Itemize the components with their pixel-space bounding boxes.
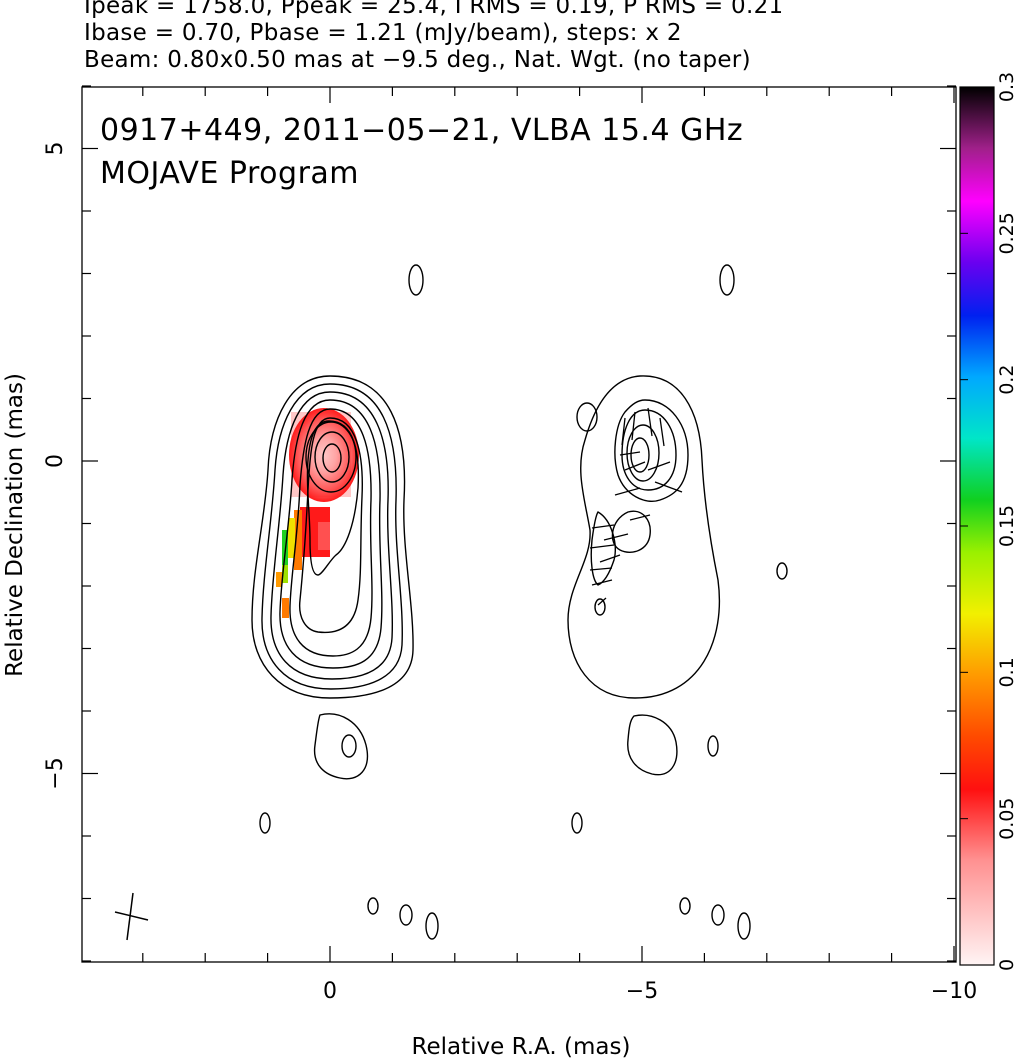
jet-patch-orange-3 <box>282 598 289 618</box>
x-axis-title: Relative R.A. (mas) <box>412 1034 631 1060</box>
contour-blob-south-inner <box>341 734 357 758</box>
contour-blob-s3 <box>425 912 439 940</box>
y-tick-label: 0 <box>43 454 68 468</box>
chart-subtitle: MOJAVE Program <box>100 156 359 191</box>
axis-tick-labels: 0 −5 −10 5 0 −5 <box>43 142 977 1005</box>
y-tick-label: −5 <box>43 757 68 789</box>
colorbar: 0 0.05 0.1 0.15 0.2 0.25 0.3 <box>959 72 1018 971</box>
contour-10 <box>322 443 342 473</box>
chart-title: 0917+449, 2011−05−21, VLBA 15.4 GHz <box>100 113 743 148</box>
colorbar-tick-label: 0.05 <box>996 798 1018 840</box>
pol-blob-north <box>719 264 735 296</box>
x-tick-label: −10 <box>931 979 977 1004</box>
header-line-2: Ibase = 0.70, Pbase = 1.21 (mJy/beam), s… <box>84 20 682 46</box>
y-axis-title: Relative Declination (mas) <box>2 373 28 677</box>
pol-contour-7 <box>590 511 616 586</box>
pol-blob-sw <box>594 598 606 616</box>
contour-7 <box>306 420 360 576</box>
x-tick-label: −5 <box>626 979 658 1004</box>
pol-blob-south <box>627 714 678 776</box>
axis-ticks <box>82 85 956 962</box>
pol-blob-east <box>776 562 788 580</box>
pol-blob-s2 <box>711 904 725 926</box>
colorbar-tick-label: 0.2 <box>996 365 1018 395</box>
contour-blob-south <box>313 713 369 780</box>
pol-blob-south-small <box>707 735 719 757</box>
colorbar-tick-label: 0.25 <box>996 212 1018 254</box>
jet-patch-lime <box>282 565 288 583</box>
jet-patch-red-2 <box>318 522 330 550</box>
contour-5 <box>289 408 373 657</box>
header-line-1: Ipeak = 1758.0, Ppeak = 25.4, I RMS = 0.… <box>84 0 784 19</box>
contour-blob-north <box>408 264 424 296</box>
pol-contour-4 <box>626 424 660 482</box>
pol-contour-6 <box>611 510 651 553</box>
total-intensity-contours <box>251 264 439 940</box>
colorbar-tick-label: 0.15 <box>996 505 1018 547</box>
contour-3 <box>270 391 394 680</box>
contour-4 <box>279 399 383 669</box>
jet-patch-yellow <box>288 518 295 558</box>
colorbar-tick-label: 0.3 <box>996 72 1018 102</box>
colorbar-tick-labels: 0 0.05 0.1 0.15 0.2 0.25 0.3 <box>960 72 1018 971</box>
x-tick-label: 0 <box>323 979 337 1004</box>
pol-blob-s1 <box>679 897 691 915</box>
contour-blob-sw <box>259 812 271 834</box>
colorbar-tick-label: 0 <box>996 959 1018 971</box>
pol-blob-s3 <box>737 912 751 940</box>
header-line-3: Beam: 0.80x0.50 mas at −9.5 deg., Nat. W… <box>84 47 751 73</box>
evpa-vectors <box>589 407 683 606</box>
pol-blob-sw2 <box>571 812 583 834</box>
plot-frame <box>81 86 957 963</box>
pol-contour-outer <box>567 375 721 699</box>
contour-8 <box>305 421 357 493</box>
jet-patch-orange <box>294 510 302 570</box>
contour-outer <box>251 375 414 699</box>
pol-contour-5 <box>630 437 650 473</box>
contour-blob-s2 <box>399 904 413 926</box>
y-tick-label: 5 <box>43 142 68 156</box>
contour-blob-s1 <box>367 897 379 915</box>
pol-contour-3 <box>621 409 677 491</box>
colorbar-tick-label: 0.1 <box>996 657 1018 687</box>
contour-2 <box>261 383 403 690</box>
pol-blob-nw <box>576 402 598 432</box>
beam-marker <box>114 892 149 941</box>
jet-patch-orange-2 <box>276 572 282 587</box>
contour-9 <box>314 431 350 483</box>
pol-contour-2 <box>614 399 689 502</box>
